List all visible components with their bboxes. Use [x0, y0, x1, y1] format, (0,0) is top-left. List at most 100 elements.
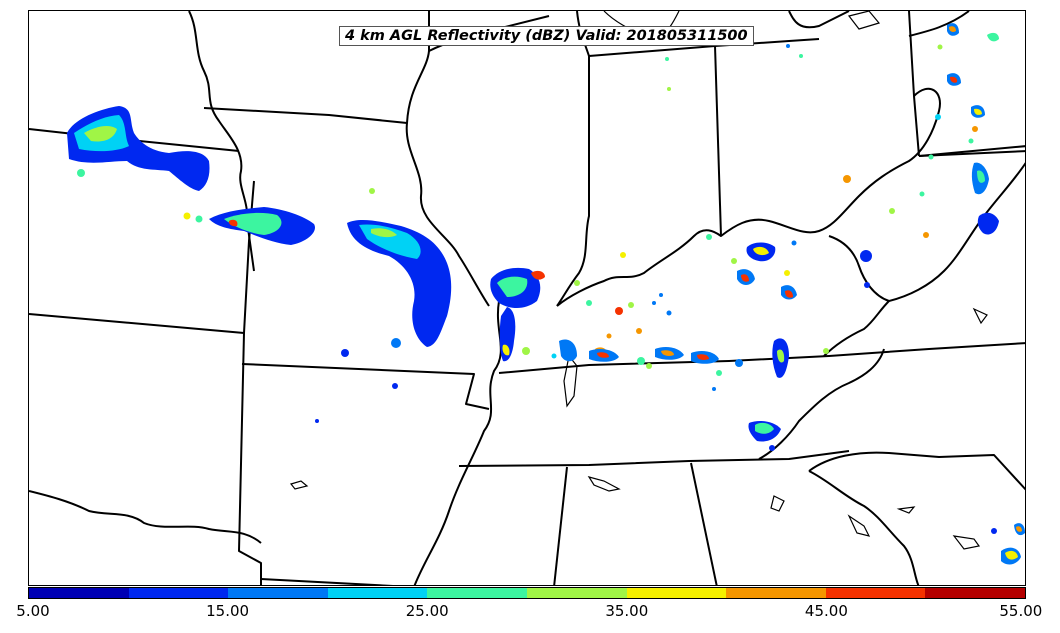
colorbar-tick-label: 55.00 — [999, 602, 1043, 620]
cell — [628, 302, 634, 308]
echo-sc-2-core — [1016, 526, 1022, 532]
boundary-indiana-ohio — [714, 45, 722, 237]
echo-stlouis-peak — [531, 270, 545, 280]
boundary-arkansas-louisiana — [260, 578, 394, 585]
colorbar-segment — [626, 588, 727, 598]
lake-2 — [587, 476, 621, 492]
boundary-carolinas — [808, 451, 1025, 491]
echo-ky-west — [559, 339, 577, 362]
cell — [823, 348, 829, 354]
boundary-mississippi-alabama — [553, 466, 568, 585]
echo-border-3-core — [697, 354, 709, 360]
cell — [843, 175, 851, 183]
lake-outlines — [289, 11, 988, 550]
cell — [551, 353, 557, 359]
cell — [935, 114, 941, 120]
cell — [864, 282, 870, 288]
cell — [860, 250, 872, 262]
radar-echoes — [67, 23, 1025, 565]
echo-missouri-comma — [347, 219, 452, 347]
cell — [659, 293, 663, 297]
cell — [706, 234, 712, 240]
boundary-alabama-georgia — [690, 462, 718, 585]
echo-ky-central-3-core — [785, 290, 793, 298]
cell — [615, 307, 623, 315]
cell — [666, 310, 672, 316]
cell — [315, 419, 319, 423]
cell — [769, 445, 775, 451]
boundary-missouri-arkansas — [241, 363, 490, 410]
boundary-iowa-missouri — [203, 107, 408, 124]
cell — [341, 349, 349, 357]
boundary-oklahoma-texas — [29, 490, 262, 544]
cell — [586, 300, 592, 306]
lake-4 — [896, 506, 916, 514]
echo-ky-east-core — [777, 349, 785, 363]
echo-iowa-north-peak — [84, 126, 117, 142]
cell — [183, 212, 191, 220]
echo-stlouis-core — [497, 276, 528, 297]
cell — [731, 258, 737, 264]
echo-border-1-core — [597, 352, 609, 358]
cell — [735, 359, 743, 367]
colorbar-segment — [228, 588, 328, 598]
colorbar-segment — [128, 588, 229, 598]
colorbar-segment — [29, 588, 129, 598]
cell — [784, 270, 790, 276]
cell — [652, 301, 656, 305]
cell — [665, 57, 669, 61]
reflectivity-map — [29, 11, 1025, 585]
boundary-kentucky-virginia — [823, 300, 890, 357]
colorbar-segment — [925, 588, 1025, 598]
cell — [716, 370, 722, 376]
cell — [667, 87, 671, 91]
boundary-kentucky-tennessee — [498, 342, 1025, 374]
echo-sc-1-core — [1005, 550, 1018, 560]
cell — [620, 252, 626, 258]
cell — [972, 126, 978, 132]
boundary-tennessee-south — [458, 450, 850, 467]
colorbar-segment — [526, 588, 627, 598]
colorbar-segment — [327, 588, 428, 598]
cell — [923, 232, 929, 238]
cell — [636, 328, 642, 334]
cell — [606, 333, 612, 339]
lake-1 — [289, 480, 309, 490]
boundary-kansas-nebraska — [29, 313, 245, 334]
cell — [369, 188, 375, 194]
cell — [937, 44, 943, 50]
cell — [791, 240, 797, 246]
colorbar-segment — [825, 588, 926, 598]
colorbar-tick-label: 45.00 — [804, 602, 848, 620]
colorbar-tick-label: 25.00 — [405, 602, 449, 620]
cell — [195, 215, 203, 223]
cell — [392, 383, 398, 389]
echo-missouri-comma-peak — [371, 228, 397, 238]
lake-3 — [770, 495, 785, 512]
boundary-virginia-north — [918, 150, 1025, 157]
echo-tennessee-east-core — [755, 422, 774, 434]
echo-ky-central-1-core — [753, 246, 769, 256]
cell — [712, 387, 716, 391]
echo-border-2-core — [661, 350, 674, 356]
boundary-georgia-carolina — [808, 470, 920, 585]
echo-iowa-south-peak — [228, 219, 238, 227]
boundary-ohio-pennsylvania — [908, 11, 920, 157]
cell — [919, 191, 925, 197]
cell — [77, 169, 85, 177]
cell — [889, 208, 895, 214]
colorbar — [28, 587, 1026, 599]
cell — [799, 54, 803, 58]
boundary-michigan-north — [788, 11, 850, 29]
lake-9 — [847, 11, 881, 30]
boundary-indiana-michigan — [588, 45, 716, 57]
cell — [968, 138, 974, 144]
echo-pa-4 — [987, 32, 999, 42]
lake-7 — [847, 514, 871, 537]
cell — [637, 357, 645, 365]
boundary-illinois-wisconsin — [405, 11, 490, 307]
echo-ky-central-2-core — [741, 274, 749, 282]
boundary-mississippi-upper — [188, 11, 255, 272]
scattered-cells — [77, 44, 997, 534]
cell — [574, 280, 580, 286]
